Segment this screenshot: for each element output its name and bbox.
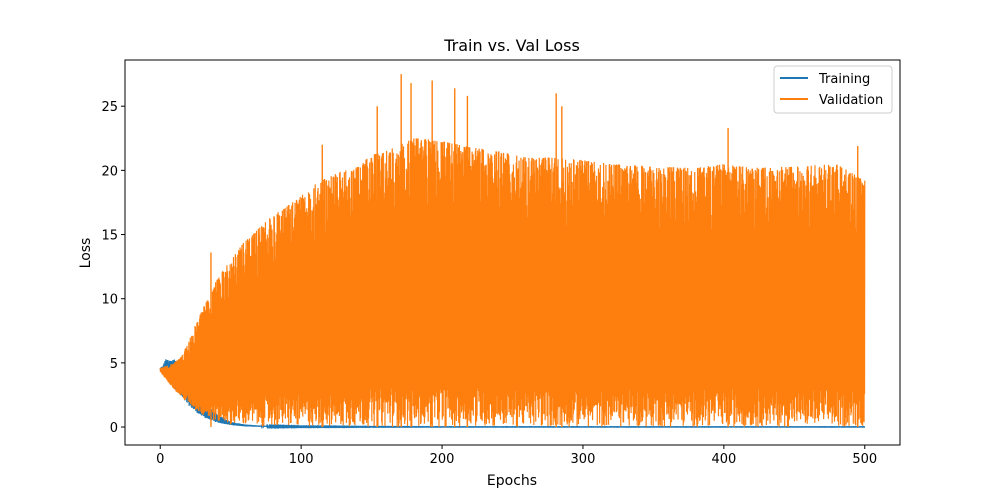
- legend: Training Validation: [773, 65, 893, 114]
- series-line-validation: [159, 138, 866, 428]
- y-tick-label: 15: [101, 229, 118, 244]
- x-axis-label: Epochs: [487, 473, 537, 489]
- x-tick-label: 400: [711, 452, 736, 467]
- legend-label-validation: Validation: [819, 93, 883, 108]
- series-layer: [159, 74, 866, 430]
- y-tick-label: 10: [101, 293, 118, 308]
- y-tick-label: 25: [101, 100, 118, 115]
- plot-frame: [124, 59, 901, 446]
- x-tick-label: 200: [430, 452, 455, 467]
- x-tick-label: 300: [571, 452, 596, 467]
- x-tick-label: 100: [289, 452, 314, 467]
- y-axis: 0 5 10 15 20 25: [101, 100, 125, 436]
- y-tick-label: 5: [110, 357, 118, 372]
- x-tick-label: 0: [156, 452, 164, 467]
- y-tick-label: 20: [101, 164, 118, 179]
- y-axis-label: Loss: [78, 238, 94, 269]
- x-axis: 0 100 200 300 400 500: [156, 445, 877, 467]
- legend-label-training: Training: [818, 72, 870, 87]
- x-tick-label: 500: [852, 452, 877, 467]
- series-line-training: [159, 359, 866, 430]
- y-tick-label: 0: [110, 421, 118, 436]
- chart-title: Train vs. Val Loss: [443, 36, 580, 55]
